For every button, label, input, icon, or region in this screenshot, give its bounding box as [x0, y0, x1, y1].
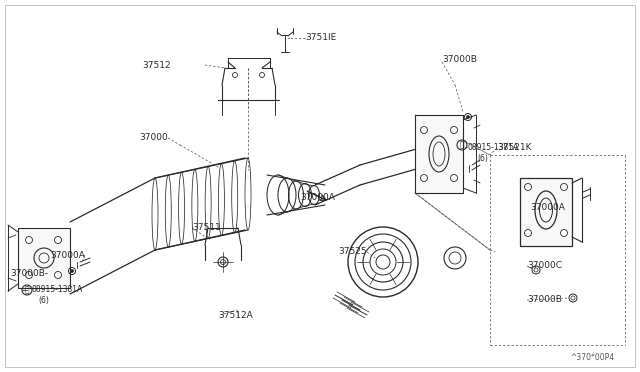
Text: 37511: 37511: [192, 224, 221, 232]
Text: 37000A: 37000A: [50, 250, 85, 260]
Text: 37000B: 37000B: [527, 295, 562, 305]
Text: (6): (6): [38, 295, 49, 305]
Bar: [520, 178, 572, 246]
Text: 37000A: 37000A: [300, 193, 335, 202]
Text: 37000B-: 37000B-: [10, 269, 48, 279]
Text: ^370*00P4: ^370*00P4: [570, 353, 614, 362]
Text: Ⓦ: Ⓦ: [460, 141, 464, 150]
Text: 37000: 37000: [140, 134, 168, 142]
Text: 37000A: 37000A: [530, 203, 565, 212]
Text: 37521K: 37521K: [497, 142, 531, 151]
Text: 37512A: 37512A: [218, 311, 253, 320]
Text: (6): (6): [477, 154, 488, 163]
Ellipse shape: [70, 269, 74, 273]
Text: 3751IE: 3751IE: [305, 33, 336, 42]
Text: 37525: 37525: [339, 247, 367, 257]
Text: Ⓦ: Ⓦ: [25, 285, 29, 295]
Text: 08915-1381A: 08915-1381A: [467, 142, 518, 151]
Text: 08915-1381A: 08915-1381A: [32, 285, 83, 295]
Text: 37000B: 37000B: [442, 55, 477, 64]
Bar: [415, 115, 463, 193]
Text: 37000C: 37000C: [527, 262, 562, 270]
Bar: [18, 228, 70, 288]
Ellipse shape: [467, 115, 470, 119]
Text: 37512: 37512: [142, 61, 171, 70]
